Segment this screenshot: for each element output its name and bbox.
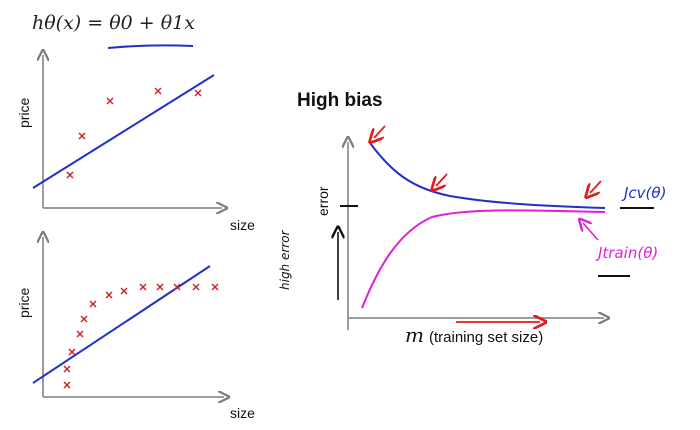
top-ylabel: price [16,97,32,128]
arrow-icon [590,180,602,193]
cv-error-curve [369,142,606,209]
arrow-icon [583,223,599,241]
data-point [139,283,147,291]
top-data-points [66,87,202,179]
chart-title: High bias [297,90,383,111]
data-point [156,283,164,291]
data-point [211,283,219,291]
data-point [76,330,84,338]
data-point [106,97,114,105]
data-point [120,287,128,295]
lc-xlabel-symbol: m [405,323,424,347]
lc-xlabel-text: (training set size) [429,329,544,346]
arrow-icon [374,125,386,138]
formula-underline [107,44,194,49]
bottom-plot [32,237,224,397]
top-plot [32,55,222,208]
high-error-note: high error [278,230,292,290]
train-error-curve [361,209,606,309]
data-point [154,87,162,95]
top-xlabel: size [230,217,255,233]
bottom-xlabel: size [230,405,255,421]
train-label: Jtrain(θ) [598,244,659,262]
data-point [80,315,88,323]
bottom-ylabel: price [16,287,32,318]
cv-label: Jcv(θ) [624,184,667,202]
top-fit-line [32,74,215,189]
data-point [63,381,71,389]
learning-curve [338,125,654,330]
arrow-icon [436,173,448,186]
data-point [68,348,76,356]
data-point [173,283,181,291]
bottom-fit-line [32,265,211,384]
data-point [63,365,71,373]
lc-ylabel: error [315,186,331,216]
data-point [78,132,86,140]
data-point [66,171,74,179]
bottom-data-points [63,283,219,389]
data-point [89,300,97,308]
data-point [105,291,113,299]
data-point [194,89,202,97]
hypothesis-formula: hθ(x) = θ0 + θ1x [32,12,195,34]
data-point [192,283,200,291]
